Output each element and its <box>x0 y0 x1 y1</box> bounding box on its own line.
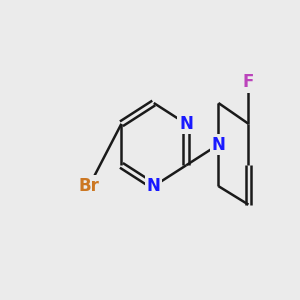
Text: N: N <box>212 136 225 154</box>
Text: N: N <box>179 115 193 133</box>
Text: N: N <box>147 177 161 195</box>
Text: F: F <box>243 73 254 91</box>
Text: Br: Br <box>79 177 100 195</box>
